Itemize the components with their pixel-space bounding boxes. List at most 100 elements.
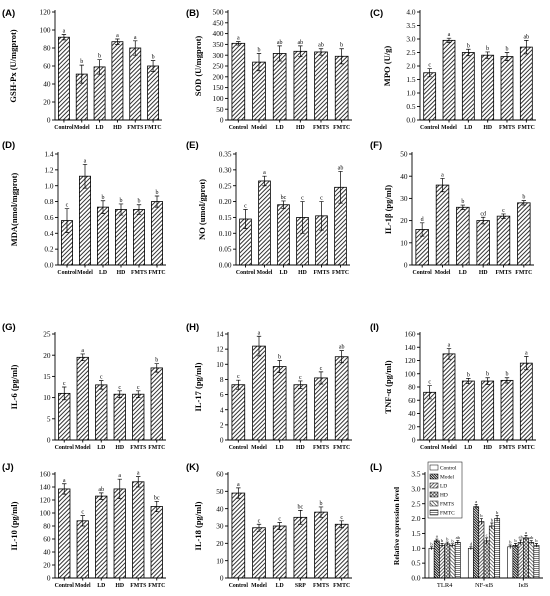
y-tick-label: 0.4 — [44, 229, 53, 238]
bar — [507, 546, 514, 579]
significance-letter: b — [152, 55, 155, 61]
panel-label: (L) — [370, 462, 382, 473]
significance-letter: a — [63, 478, 66, 484]
x-tick-label: FMTS — [130, 583, 146, 589]
y-tick-label: 150 — [213, 83, 224, 92]
significance-letter: b — [441, 538, 444, 543]
bar — [461, 52, 475, 121]
significance-letter: b — [486, 372, 489, 378]
x-tick-label: Model — [77, 270, 93, 276]
error-bar — [100, 200, 106, 214]
y-tick-label: 20 — [408, 422, 416, 431]
error-bar — [534, 543, 538, 548]
significance-letter: c — [118, 385, 121, 391]
panel-label: (F) — [370, 140, 382, 151]
x-tick-label: Model — [257, 270, 273, 276]
panel-l: (L) 0.0 0.5 1.0 1.5 2.0 2.5 3.0 3.5 Relative expr… — [370, 461, 543, 589]
bar — [76, 520, 89, 579]
x-tick-label: Model — [441, 445, 457, 451]
significance-letter: a — [237, 482, 240, 488]
error-bar — [236, 379, 241, 390]
y-tick-label: 120 — [40, 496, 51, 505]
x-tick-label: LD — [276, 125, 284, 131]
significance-letter: c — [258, 518, 261, 524]
x-tick-label: LD — [279, 270, 287, 276]
x-tick-label: HD — [483, 445, 492, 451]
y-tick-label: 2.0 — [411, 514, 420, 523]
panel-h: (H) 0 2 4 6 8 10 12 14 IL-17 (pg/ml) c Control a Mode… — [186, 322, 352, 451]
x-tick-label: Model — [75, 583, 91, 589]
y-tick-label: 1.5 — [406, 75, 415, 84]
y-tick-label: 450 — [213, 18, 224, 27]
error-bar — [430, 546, 434, 550]
y-tick-label: 15 — [43, 372, 51, 381]
significance-letter: c — [428, 380, 431, 386]
y-tick-label: 4 — [220, 405, 224, 414]
error-bar — [133, 40, 138, 56]
error-bar — [529, 540, 533, 545]
error-bar — [508, 544, 512, 549]
x-tick-label: HD — [117, 270, 126, 276]
y-tick-label: 1.2 — [44, 165, 53, 174]
x-tick-label: SRP — [295, 583, 306, 589]
significance-letter: bc — [154, 495, 160, 501]
y-tick-label: 60 — [216, 470, 224, 479]
x-tick-label: Control — [57, 270, 77, 276]
error-bar — [61, 34, 67, 41]
y-axis-label: IL-1β (pg/ml) — [383, 185, 393, 234]
y-tick-label: 3.0 — [406, 35, 415, 44]
y-tick-label: 100 — [40, 509, 51, 518]
y-tick-label: 100 — [405, 369, 416, 378]
x-tick-label: FMTS — [131, 270, 147, 276]
x-tick-label: FMTC — [148, 445, 165, 451]
significance-letter: b — [509, 540, 512, 545]
significance-letter: a — [63, 29, 66, 35]
error-bar — [118, 203, 124, 216]
error-bar — [504, 377, 510, 384]
panel-k: (K) 0 10 20 30 40 50 60 IL-18 (pg/ml) a Control c Mo… — [186, 462, 352, 589]
x-tick-label: Control — [55, 445, 75, 451]
x-tick-label: Control — [229, 125, 249, 131]
significance-letter: ab — [456, 535, 461, 540]
y-tick-label: 25 — [43, 330, 51, 339]
error-bar — [99, 492, 104, 500]
error-bar — [80, 353, 85, 362]
legend-swatch — [429, 464, 439, 471]
x-tick-label: LD — [464, 125, 472, 131]
significance-letter: c — [502, 208, 505, 214]
significance-letter: a — [81, 348, 84, 354]
significance-letter: a — [258, 330, 261, 336]
y-tick-label: 0.0 — [44, 261, 53, 270]
significance-letter: b — [155, 358, 158, 364]
y-axis-label: MPO (U/g) — [382, 46, 392, 87]
significance-letter: cd — [480, 211, 486, 217]
legend-swatch — [429, 491, 439, 498]
bar — [454, 542, 461, 579]
significance-letter: c — [63, 381, 66, 387]
error-bar — [524, 356, 529, 371]
significance-letter: a — [116, 33, 119, 39]
bar — [258, 180, 271, 266]
error-bar — [440, 178, 445, 193]
y-tick-label: 0.25 — [219, 181, 232, 190]
significance-letter: b — [522, 195, 525, 201]
error-bar — [466, 48, 471, 57]
significance-letter: b — [446, 537, 449, 542]
x-tick-label: Model — [435, 270, 451, 276]
bar — [231, 42, 246, 121]
bar — [272, 366, 287, 441]
panel-e: (E) 0.00 0.05 0.10 0.15 0.20 0.25 0.30 0.35 NO (u… — [186, 140, 350, 276]
y-axis-label: IL-6 (pg/ml) — [9, 365, 19, 410]
significance-letter: c — [486, 532, 488, 537]
x-tick-label: HD — [115, 445, 124, 451]
panel-label: (A) — [2, 8, 15, 19]
x-tick-label: LD — [97, 445, 105, 451]
significance-letter: c — [100, 375, 103, 381]
significance-letter: b — [486, 46, 489, 52]
bar — [439, 545, 445, 579]
bar — [476, 220, 490, 266]
significance-letter: a — [525, 530, 527, 535]
bar — [519, 46, 533, 121]
error-bar — [456, 540, 460, 545]
bar — [111, 41, 124, 121]
